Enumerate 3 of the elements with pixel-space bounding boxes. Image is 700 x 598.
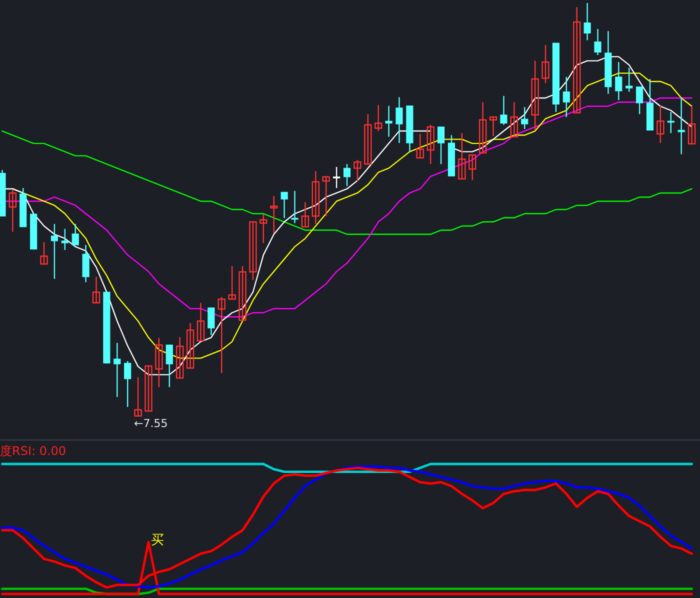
chart-title: 度RSI: 0.00 — [0, 444, 66, 458]
text: ←7.55 — [134, 417, 168, 430]
annotation: 买 — [150, 533, 164, 548]
